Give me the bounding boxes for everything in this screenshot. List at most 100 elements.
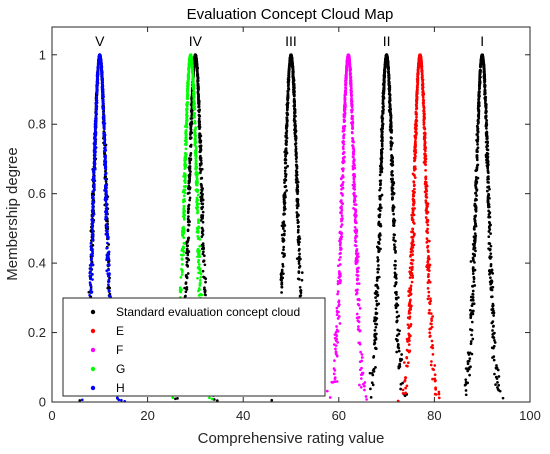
cloud-drop — [409, 255, 412, 258]
cloud-drop — [353, 218, 357, 222]
cloud-drop — [471, 309, 474, 313]
cloud-drop — [389, 113, 392, 117]
cloud-drop — [390, 186, 394, 189]
cloud-drop — [469, 365, 472, 369]
cloud-drop — [340, 205, 343, 208]
cloud-drop — [423, 158, 427, 162]
cloud-drop — [393, 267, 397, 270]
cloud-drop — [486, 178, 489, 181]
cloud-drop — [485, 158, 488, 162]
cloud-drop — [194, 54, 198, 57]
cloud-drop — [293, 110, 296, 114]
cloud-drop — [485, 135, 489, 139]
cloud-drop — [475, 156, 479, 160]
cloud-drop — [477, 102, 481, 106]
cloud-drop — [198, 108, 201, 112]
cloud-drop — [395, 350, 399, 354]
cloud-drop — [484, 104, 487, 107]
cloud-drop — [378, 188, 381, 192]
cloud-drop — [424, 176, 427, 179]
cloud-drop — [394, 273, 398, 277]
cloud-drop — [390, 125, 393, 128]
cloud-drop — [380, 159, 384, 163]
cloud-drop — [378, 194, 381, 198]
cloud-drop — [487, 209, 490, 213]
cloud-drop — [335, 380, 339, 383]
cloud-drop — [187, 184, 191, 188]
cloud-drop — [359, 350, 362, 354]
cloud-drop — [487, 230, 491, 233]
cloud-drop — [471, 302, 475, 306]
cloud-drop — [421, 82, 425, 85]
cloud-drop — [472, 259, 475, 262]
cloud-drop — [417, 59, 421, 62]
cloud-drop — [373, 317, 377, 321]
cloud-drop — [285, 107, 289, 111]
cloud-drop — [336, 279, 340, 283]
cloud-drop — [409, 261, 413, 265]
plot-area-points — [78, 53, 505, 403]
cloud-drop — [412, 173, 416, 177]
cloud-drop — [485, 131, 489, 135]
cloud-drop — [335, 306, 339, 310]
cloud-drop — [478, 90, 481, 94]
cloud-drop — [396, 338, 399, 342]
cloud-drop — [422, 121, 426, 125]
cloud-drop — [340, 214, 344, 218]
cloud-drop — [197, 103, 201, 107]
cloud-drop — [284, 149, 288, 153]
cloud-drop — [341, 175, 345, 179]
cloud-drop — [487, 226, 491, 229]
cloud-drop — [340, 218, 344, 222]
cloud-drop — [296, 228, 300, 232]
cloud-drop — [295, 177, 299, 181]
cloud-drop — [184, 290, 188, 294]
cloud-drop — [377, 264, 380, 267]
cloud-drop — [282, 248, 285, 252]
cloud-drop — [356, 319, 360, 322]
cloud-drop — [392, 192, 396, 195]
cloud-drop — [285, 111, 289, 115]
cloud-drop — [391, 196, 394, 199]
cloud-drop — [290, 59, 294, 63]
cloud-drop — [472, 280, 476, 283]
cloud-drop — [185, 285, 189, 289]
cloud-drop — [482, 63, 486, 67]
cloud-drop — [475, 133, 479, 136]
cloud-drop — [197, 105, 200, 109]
cloud-drop — [186, 257, 190, 261]
cloud-drop — [298, 240, 301, 244]
cloud-drop — [352, 178, 356, 181]
cloud-drop — [341, 202, 345, 206]
cloud-drop — [296, 192, 299, 196]
cloud-drop — [208, 396, 211, 400]
cloud-drop — [486, 175, 490, 179]
cloud-drop — [198, 114, 201, 118]
cloud-drop — [466, 369, 470, 373]
cloud-drop — [413, 150, 416, 153]
cloud-drop — [404, 391, 408, 395]
cloud-drop — [416, 74, 420, 78]
cloud-drop — [351, 167, 355, 171]
cloud-drop — [279, 272, 283, 276]
cloud-drop — [430, 339, 434, 343]
cloud-drop — [430, 360, 433, 363]
cloud-drop — [422, 115, 426, 119]
cloud-drop — [495, 366, 499, 370]
cloud-drop — [283, 169, 287, 173]
cloud-drop — [188, 196, 192, 200]
cloud-drop — [188, 167, 192, 170]
cloud-drop — [496, 381, 499, 384]
cloud-drop — [392, 236, 396, 240]
cloud-drop — [405, 384, 409, 388]
cloud-drop — [335, 353, 339, 357]
cloud-drop — [477, 113, 480, 117]
cloud-drop — [203, 293, 207, 296]
cloud-drop — [282, 272, 285, 276]
cloud-drop — [287, 86, 290, 90]
cloud-drop — [342, 133, 346, 136]
cloud-drop — [358, 368, 362, 372]
cloud-drop — [484, 123, 488, 126]
cloud-drop — [391, 160, 394, 164]
cloud-drop — [491, 307, 495, 311]
